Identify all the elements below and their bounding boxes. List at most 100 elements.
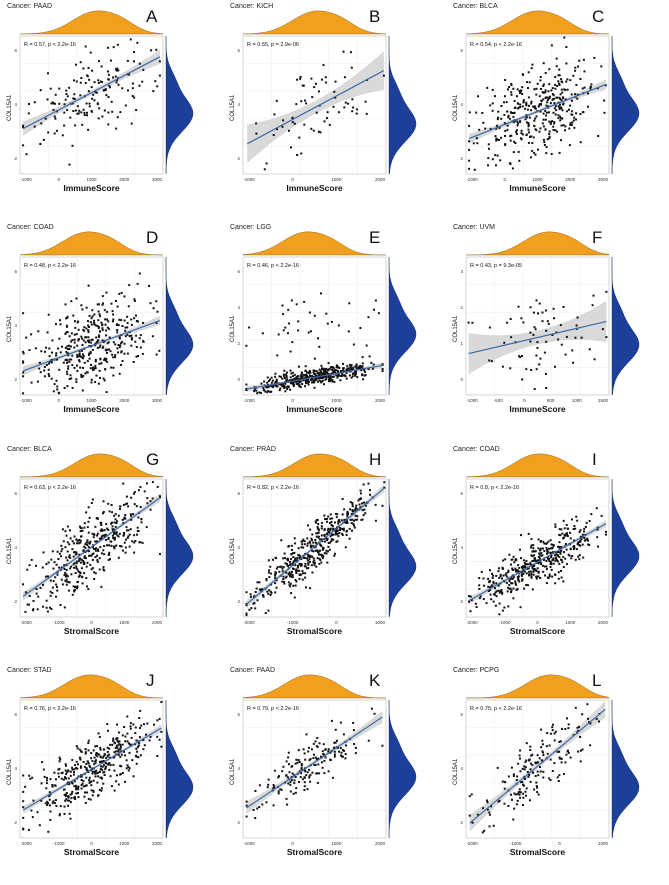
y-density-curve (611, 36, 640, 175)
data-point (158, 74, 161, 77)
data-point (583, 530, 585, 533)
data-point (310, 545, 313, 548)
data-point (101, 295, 104, 298)
data-point (508, 584, 511, 586)
data-point (70, 300, 73, 303)
data-point (561, 117, 564, 120)
data-point (506, 124, 509, 127)
data-point (367, 368, 370, 371)
data-point (90, 381, 93, 384)
data-point (361, 374, 364, 377)
data-point (68, 554, 71, 557)
data-point (87, 67, 90, 69)
data-point (317, 536, 320, 539)
data-point (595, 507, 598, 510)
data-point (530, 544, 533, 547)
correlation-stat: R = 0.76, p < 2.2e-16 (24, 706, 76, 712)
data-point (35, 588, 38, 590)
data-point (362, 378, 365, 381)
x-tick-label: -1000 (53, 841, 65, 846)
data-point (583, 86, 586, 89)
data-point (536, 82, 539, 85)
data-point (71, 354, 74, 357)
correlation-stat: R = 0.57, p < 2.2e-16 (24, 42, 76, 48)
data-point (575, 548, 578, 551)
data-point (563, 88, 566, 91)
data-point (345, 530, 348, 533)
data-point (121, 340, 124, 343)
data-point (580, 336, 583, 339)
data-point (148, 285, 150, 287)
data-point (281, 567, 284, 570)
data-point (537, 575, 540, 578)
data-point (513, 111, 516, 114)
data-point (109, 558, 111, 561)
data-point (118, 740, 121, 743)
data-point (552, 94, 555, 97)
data-point (98, 362, 101, 365)
data-point (68, 589, 70, 592)
data-point (530, 572, 533, 575)
data-point (121, 87, 124, 90)
data-point (319, 559, 322, 561)
data-point (557, 780, 560, 782)
data-point (258, 806, 261, 808)
data-point (53, 102, 56, 105)
data-point (361, 365, 364, 368)
y-tick-label: 6 (237, 48, 240, 53)
data-point (318, 538, 321, 541)
data-point (315, 111, 318, 114)
data-point (564, 557, 567, 560)
data-point (86, 339, 89, 342)
data-point (552, 723, 554, 726)
data-point (64, 575, 67, 578)
data-point (110, 540, 113, 543)
data-point (298, 761, 301, 763)
data-point (80, 779, 83, 781)
data-point (258, 391, 261, 394)
data-point (64, 546, 67, 549)
data-point (58, 767, 61, 770)
data-point (565, 532, 568, 535)
data-point (304, 378, 307, 381)
data-point (287, 559, 290, 562)
data-point (46, 575, 49, 578)
data-point (525, 560, 528, 562)
data-point (283, 386, 286, 389)
data-point (89, 540, 92, 543)
data-point (84, 557, 87, 560)
data-point (49, 818, 52, 821)
data-point (263, 168, 266, 171)
data-point (563, 527, 566, 530)
data-point (107, 70, 109, 73)
data-point (327, 376, 330, 379)
data-point (313, 753, 315, 756)
data-point (86, 111, 88, 114)
data-point (100, 528, 103, 531)
data-point (578, 59, 581, 62)
data-point (101, 768, 104, 771)
data-point (64, 98, 67, 101)
data-point (381, 368, 384, 370)
data-point (356, 376, 359, 379)
data-point (79, 757, 82, 760)
data-point (85, 327, 88, 330)
data-point (79, 81, 82, 84)
data-point (131, 759, 134, 762)
x-tick-label: -1000 (20, 398, 32, 403)
data-point (295, 103, 298, 106)
data-point (555, 65, 558, 68)
data-point (541, 554, 544, 557)
data-point (116, 774, 118, 777)
data-point (130, 336, 133, 339)
data-point (155, 48, 158, 51)
data-point (540, 88, 542, 90)
x-tick-label: -2000 (466, 620, 478, 625)
data-point (22, 144, 25, 147)
data-point (82, 366, 84, 369)
data-point (97, 327, 100, 329)
x-density-curve (242, 231, 387, 256)
data-point (123, 342, 126, 345)
data-point (476, 813, 479, 816)
data-point (351, 529, 353, 532)
